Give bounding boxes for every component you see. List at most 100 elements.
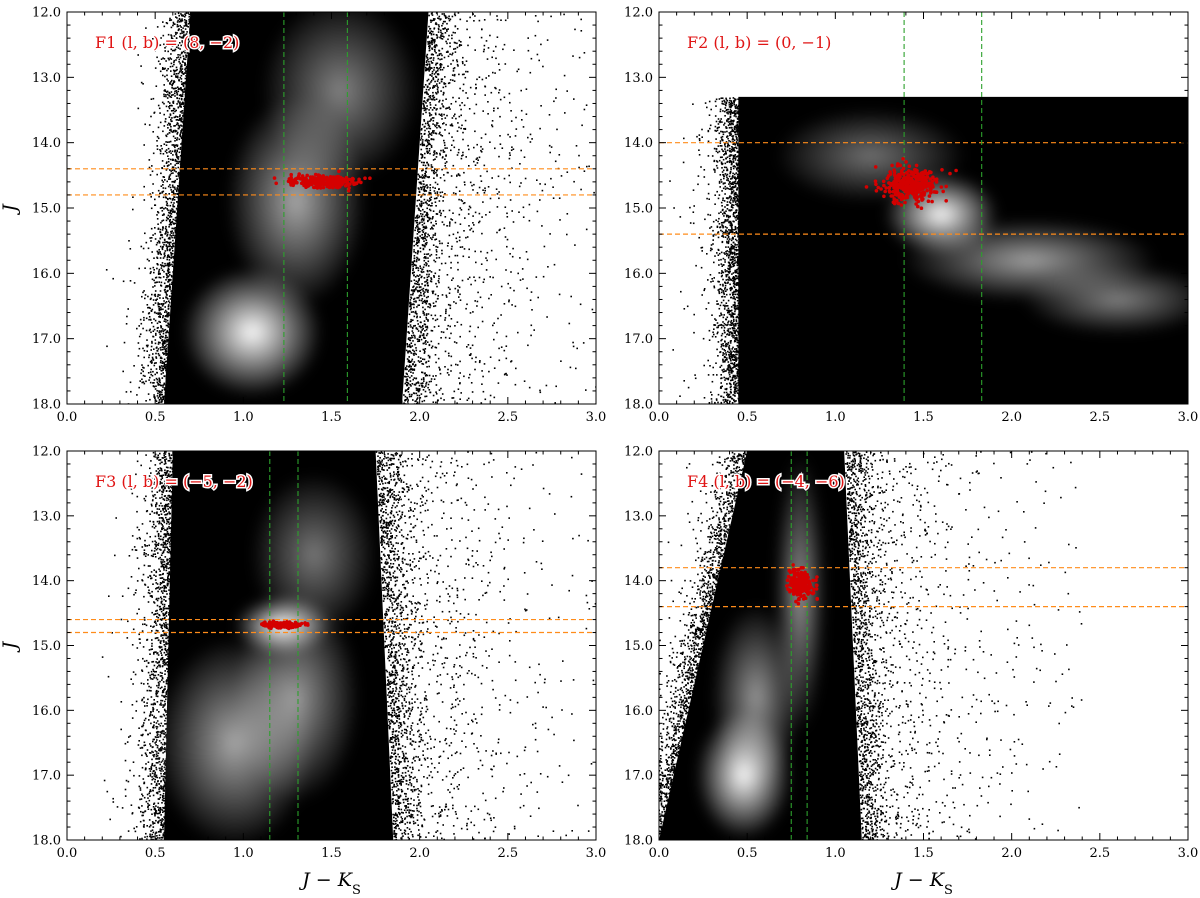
red-clump-star [919, 191, 924, 195]
x-tick-label: 0.0 [649, 846, 670, 861]
red-clump-star [794, 599, 798, 604]
x-tick-label: 1.0 [825, 846, 846, 861]
red-clump-star [283, 622, 288, 626]
y-tick-label: 18.0 [32, 398, 61, 413]
x-tick-label: 2.5 [497, 846, 518, 861]
red-clump-star [954, 168, 958, 173]
red-clump-star [798, 592, 803, 597]
red-clump-star [287, 620, 292, 624]
y-tick-label: 12.0 [624, 6, 653, 21]
edge-stars-F3 [131, 451, 443, 840]
red-clump-star [806, 584, 811, 589]
red-clump-star [302, 180, 307, 184]
red-clump-star [948, 171, 952, 176]
red-clump-star [802, 593, 806, 598]
red-clump-star [901, 172, 906, 177]
edge-stars-F1 [138, 12, 476, 404]
x-tick-label: 1.5 [321, 846, 342, 861]
red-clump-star [944, 199, 948, 203]
red-clump-star [793, 568, 798, 572]
y-tick-label: 12.0 [32, 445, 61, 460]
red-clump-star [899, 186, 904, 190]
y-axis-title: J [0, 640, 21, 653]
y-tick-label: 18.0 [624, 398, 653, 413]
red-clump-star [887, 185, 892, 190]
red-clump-star [910, 170, 914, 175]
red-clump-star [318, 179, 322, 183]
y-axis-title: J [0, 203, 21, 216]
panel-F3: 0.0 0.5 1.0 1.5 2.0 2.5 3.0 12.0 13.0 14.0 15.0 16.… [0, 445, 606, 898]
panel-F4: 0.0 0.5 1.0 1.5 2.0 2.5 3.0 12.0 13.0 14.0 15.0 16.… [624, 445, 1198, 898]
y-tick-label: 12.0 [624, 445, 653, 460]
red-clump-star [798, 574, 802, 578]
red-clump-star [901, 196, 905, 201]
red-clump-star [313, 172, 318, 177]
x-tick-label: 2.5 [497, 410, 518, 425]
red-clump-star [297, 174, 301, 178]
hess-density-F3 [155, 473, 378, 840]
red-clump-star [896, 201, 901, 206]
y-tick-label: 16.0 [624, 267, 653, 282]
red-clump-star [347, 186, 351, 190]
red-clump-star [874, 182, 878, 187]
edge-stars-F2 [703, 97, 740, 404]
red-clump-star [921, 185, 925, 189]
red-clump-stars-F4 [785, 563, 819, 606]
red-clump-star [353, 181, 357, 186]
red-clump-star [917, 181, 922, 186]
red-clump-star [920, 198, 924, 202]
red-clump-star [930, 199, 934, 204]
y-tick-label: 16.0 [624, 704, 653, 719]
red-clump-star [894, 175, 899, 179]
red-clump-star [805, 590, 810, 595]
red-clump-star [907, 179, 912, 184]
red-clump-star [901, 178, 905, 183]
red-clump-star [924, 176, 928, 180]
red-clump-star [895, 187, 900, 191]
x-axis-title: J − KS [298, 869, 361, 898]
y-tick-label: 18.0 [624, 834, 653, 849]
y-tick-label: 15.0 [32, 202, 61, 217]
red-clump-star [335, 183, 340, 187]
red-clump-star [886, 174, 891, 178]
red-clump-star [328, 178, 333, 183]
red-clump-star [802, 574, 806, 579]
red-clump-star [873, 165, 878, 169]
red-clump-star [892, 186, 896, 190]
red-clump-stars-F3 [260, 619, 310, 631]
red-clump-star [787, 568, 791, 573]
red-clump-star [811, 591, 815, 596]
red-clump-star [895, 198, 899, 203]
red-clump-star [882, 194, 886, 199]
red-clump-star [289, 172, 294, 177]
red-clump-star [898, 163, 903, 168]
x-tick-label: 0.5 [737, 410, 758, 425]
x-tick-label: 1.5 [913, 410, 934, 425]
red-clump-star [939, 185, 944, 189]
panel-label: F2 (l, b) = (0, −1) [687, 33, 831, 52]
red-clump-star [808, 590, 812, 595]
red-clump-star [918, 194, 923, 198]
red-clump-star [313, 176, 318, 181]
red-clump-star [289, 625, 294, 630]
red-clump-star [798, 587, 802, 592]
red-clump-star [919, 174, 924, 178]
red-clump-star [923, 180, 928, 185]
red-clump-star [904, 186, 909, 191]
red-clump-star [903, 200, 907, 205]
x-tick-label: 1.5 [321, 410, 342, 425]
red-clump-star [265, 622, 269, 627]
red-clump-star [928, 185, 932, 190]
red-clump-star [887, 189, 892, 193]
red-clump-star [876, 185, 880, 190]
red-clump-star [290, 179, 295, 184]
red-clump-star [815, 583, 819, 588]
red-clump-star [927, 181, 932, 186]
panel-F1: 0.0 0.5 1.0 1.5 2.0 2.5 3.0 12.0 13.0 14.0 15.0 16.… [0, 6, 606, 426]
red-clump-star [928, 177, 932, 181]
red-clump-star [280, 624, 284, 628]
red-clump-star [907, 164, 912, 168]
red-clump-star [785, 584, 789, 588]
red-clump-star [272, 176, 277, 180]
ticks-F4 [658, 450, 1189, 841]
